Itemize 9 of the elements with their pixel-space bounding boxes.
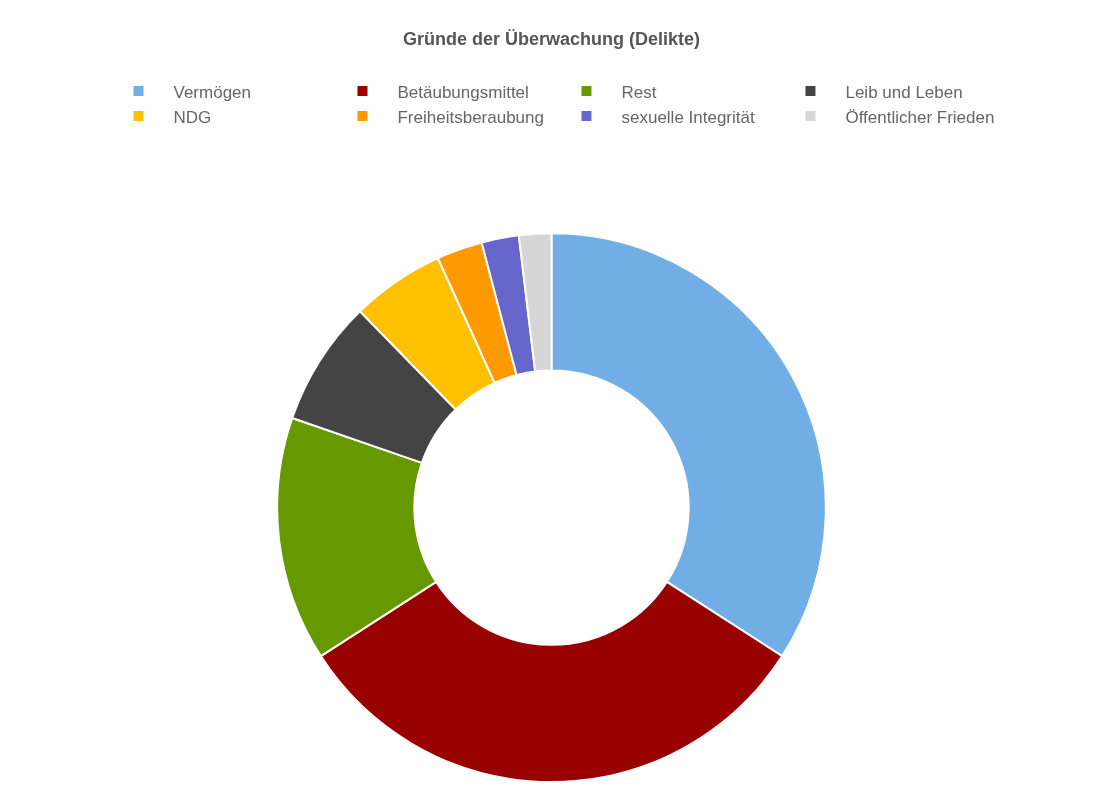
legend-label: Vermögen	[173, 82, 251, 102]
legend-label: Freiheitsberaubung	[397, 107, 544, 127]
legend-label: NDG	[173, 107, 212, 127]
legend-label: sexuelle Integrität	[621, 107, 755, 127]
legend-label: Betäubungsmittel	[397, 82, 529, 102]
legend-label: Leib und Leben	[845, 82, 963, 102]
legend-label: Öffentlicher Frieden	[845, 107, 995, 127]
legend-label: Rest	[621, 82, 657, 102]
chart-title: Gründe der Überwachung (Delikte)	[402, 28, 701, 49]
